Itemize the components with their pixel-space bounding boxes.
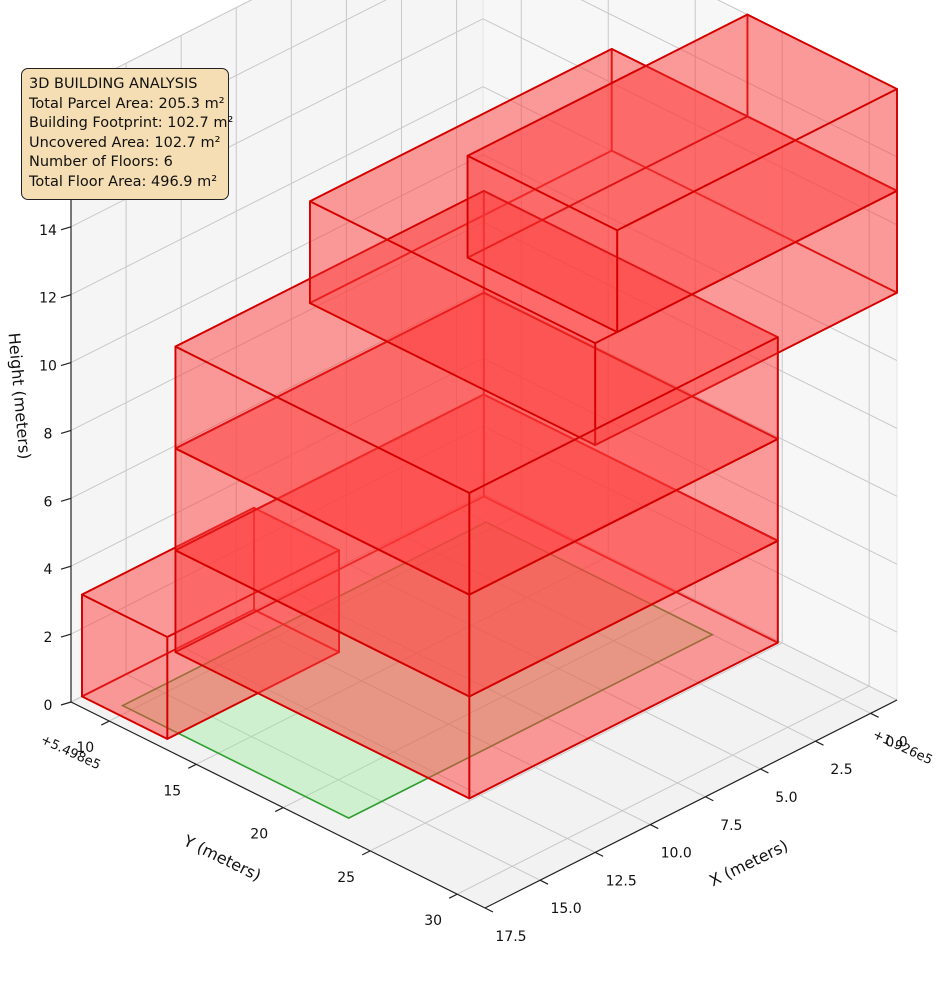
y-tick-label: 15 bbox=[163, 783, 181, 799]
x-axis-line bbox=[484, 699, 898, 909]
x-tick bbox=[484, 907, 494, 913]
gridline-y-floor bbox=[282, 599, 696, 809]
z-tick bbox=[60, 429, 72, 435]
z-tick bbox=[60, 361, 72, 367]
y-tick bbox=[274, 807, 284, 813]
floor-1-wall-2 bbox=[81, 593, 169, 740]
y-tick bbox=[101, 720, 110, 726]
z-tick-label: 2 bbox=[44, 630, 53, 646]
z-axis-title: Height (meters) bbox=[4, 332, 34, 460]
info-line-floor-area: Total Floor Area: 496.9 m² bbox=[29, 173, 218, 190]
y-tick bbox=[361, 850, 371, 856]
z-tick bbox=[60, 226, 72, 231]
gridline-z-right bbox=[70, 86, 484, 296]
y-tick bbox=[187, 763, 197, 769]
gridline-x-floor bbox=[346, 562, 761, 770]
y-tick-label: 20 bbox=[250, 827, 268, 843]
gridline-z-right bbox=[70, 357, 484, 567]
building-layer bbox=[81, 13, 898, 800]
y-tick bbox=[448, 893, 458, 899]
x-tick bbox=[760, 768, 769, 774]
x-tick-label: 17.5 bbox=[495, 929, 526, 945]
gridline-z-left bbox=[482, 221, 898, 429]
gridline-z-left bbox=[482, 493, 898, 701]
x-tick-label: 15.0 bbox=[550, 901, 581, 917]
x-tick bbox=[815, 740, 824, 746]
z-tick-label: 14 bbox=[39, 223, 57, 239]
z-tick bbox=[60, 294, 72, 299]
gridline-z-right bbox=[70, 221, 484, 431]
z-tick bbox=[60, 633, 72, 638]
x-tick bbox=[649, 824, 659, 830]
gridline-z-right bbox=[70, 289, 484, 499]
z-tick-label: 6 bbox=[44, 494, 53, 510]
info-line-uncovered: Uncovered Area: 102.7 m² bbox=[29, 134, 221, 151]
gridline-y-floor bbox=[109, 512, 522, 722]
gridline-z-left bbox=[482, 18, 898, 226]
y-tick-label: 25 bbox=[337, 870, 355, 886]
gridline-x-floor bbox=[125, 673, 541, 881]
y-tick-label: 30 bbox=[424, 913, 442, 929]
info-heading: 3D BUILDING ANALYSIS bbox=[29, 76, 198, 92]
gridline-z-right bbox=[70, 425, 484, 635]
x-tick-label: 10.0 bbox=[661, 846, 692, 862]
gridline-z-left bbox=[580, 0, 898, 158]
z-tick bbox=[60, 497, 72, 502]
z-tick bbox=[60, 565, 72, 570]
y-axis-line bbox=[70, 701, 486, 909]
gridline-y-floor bbox=[369, 642, 783, 852]
x-tick-label: 2.5 bbox=[830, 762, 852, 778]
gridline-y-floor bbox=[196, 555, 609, 765]
gridline-z-left bbox=[482, 289, 898, 497]
gridline-z-left bbox=[482, 154, 898, 362]
x-tick bbox=[594, 851, 604, 857]
gridline-x-floor bbox=[180, 645, 596, 853]
y-tick-label: 10 bbox=[76, 740, 94, 756]
x-tick bbox=[870, 712, 879, 718]
info-box: 3D BUILDING ANALYSIS Total Parcel Area: … bbox=[21, 68, 234, 200]
x-tick bbox=[539, 879, 549, 885]
info-line-footprint: Building Footprint: 102.7 m² bbox=[29, 115, 234, 132]
gridline-z-left bbox=[482, 425, 898, 633]
floor-6-wall-2 bbox=[466, 154, 619, 334]
gridline-x-floor bbox=[236, 618, 651, 826]
z-tick-label: 10 bbox=[39, 359, 57, 375]
z-tick-label: 8 bbox=[44, 426, 53, 442]
gridline-x-floor bbox=[401, 534, 816, 742]
x-tick-label: 12.5 bbox=[606, 873, 637, 889]
gridline-y-floor bbox=[456, 685, 870, 895]
gridline-x-floor bbox=[291, 590, 706, 798]
info-line-parcel-area: Total Parcel Area: 205.3 m² bbox=[29, 95, 225, 112]
gridline-z-right bbox=[70, 0, 253, 92]
z-tick-label: 0 bbox=[44, 698, 53, 714]
x-tick-label: 5.0 bbox=[775, 790, 797, 806]
x-tick-label: 0.0 bbox=[885, 734, 907, 750]
gridline-z-left bbox=[482, 357, 898, 565]
z-tick-label: 4 bbox=[44, 562, 53, 578]
x-tick bbox=[705, 796, 714, 802]
x-tick-label: 7.5 bbox=[720, 818, 742, 834]
z-tick bbox=[60, 701, 72, 706]
x-axis-title: X (meters) bbox=[706, 836, 791, 890]
floor-4-wall-2 bbox=[174, 345, 471, 596]
floor-5-wall-2 bbox=[308, 200, 597, 447]
z-tick-label: 12 bbox=[39, 291, 57, 307]
info-line-floors: Number of Floors: 6 bbox=[29, 154, 173, 171]
gridline-z-right bbox=[70, 154, 484, 364]
